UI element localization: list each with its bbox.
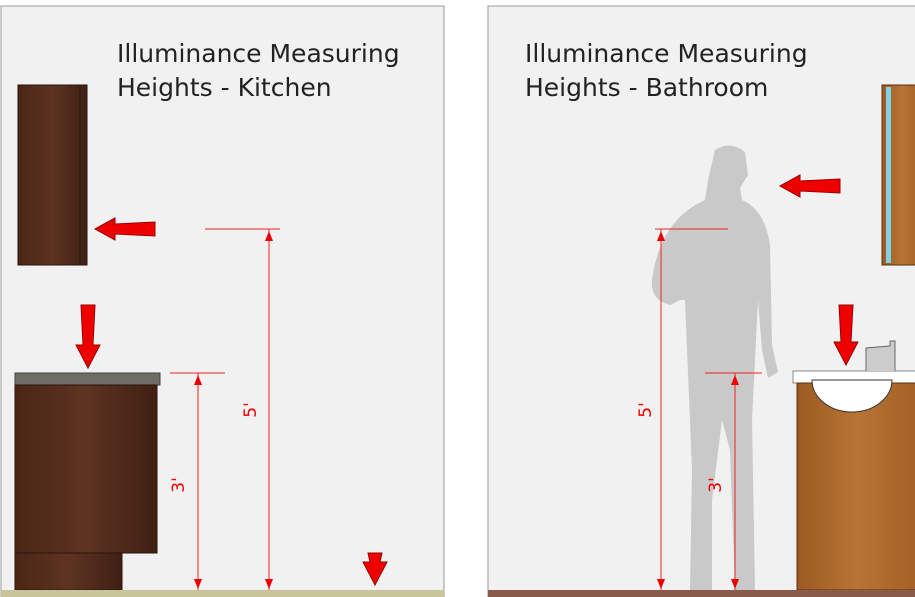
dimension-arrow	[265, 579, 273, 589]
dimension-label: 5'	[636, 402, 656, 418]
mirror-glass	[886, 87, 891, 263]
floor	[1, 590, 444, 597]
panel-title: Heights - Kitchen	[117, 73, 332, 102]
dimension-arrow	[194, 375, 202, 385]
panel-title: Heights - Bathroom	[525, 73, 768, 102]
countertop	[14, 372, 161, 386]
dimension-arrow	[731, 375, 739, 385]
bathroom-panel: Illuminance Measuring Heights - Bathroom…	[487, 5, 915, 597]
dimension-label: 3'	[169, 477, 189, 493]
dimension-arrow	[657, 231, 665, 241]
person-silhouette	[651, 145, 778, 591]
sink-basin	[811, 379, 893, 413]
arrow-left	[93, 217, 156, 241]
vanity	[796, 382, 915, 591]
floor	[488, 590, 915, 597]
panel-title: Illuminance Measuring	[525, 39, 808, 68]
dimension-label: 5'	[241, 402, 261, 418]
dimension-arrow	[657, 579, 665, 589]
dimension-arrow	[731, 579, 739, 589]
dimension-arrow	[194, 579, 202, 589]
faucet	[865, 340, 896, 371]
dimension-label: 3'	[706, 477, 726, 493]
dimension-arrow	[265, 231, 273, 241]
lower-cabinet	[14, 384, 158, 554]
upper-cabinet	[17, 84, 88, 266]
arrow-down	[75, 304, 101, 370]
arrow-down	[362, 552, 388, 587]
arrow-down	[833, 304, 859, 367]
panel-title: Illuminance Measuring	[117, 39, 400, 68]
arrow-left	[778, 174, 841, 198]
kitchen-panel: Illuminance Measuring Heights - Kitchen …	[0, 5, 445, 597]
cabinet-base	[14, 552, 123, 591]
